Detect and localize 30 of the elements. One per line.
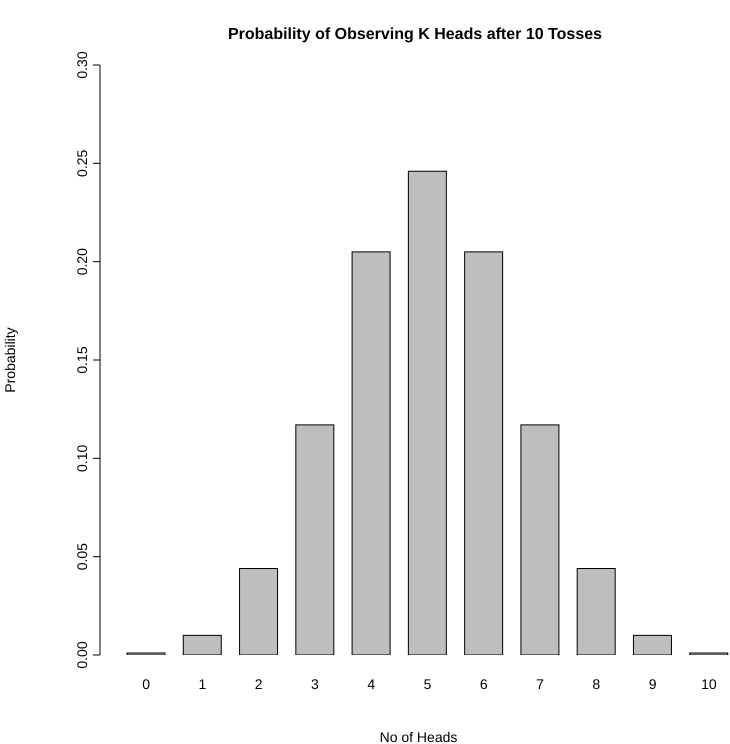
x-tick-label: 3 (311, 676, 320, 692)
y-tick-label: 0.05 (74, 542, 90, 570)
y-tick-label: 0.30 (74, 51, 90, 79)
bar (576, 568, 616, 655)
x-tick-label: 1 (198, 676, 207, 692)
x-tick-label: 6 (480, 676, 488, 692)
x-tick-label: 4 (367, 676, 376, 692)
x-tick-label: 8 (592, 676, 600, 692)
bar (295, 424, 334, 655)
x-tick-label: 10 (701, 676, 717, 692)
x-tick-label: 7 (536, 676, 544, 692)
x-tick-label: 2 (254, 676, 263, 692)
bar (520, 424, 560, 655)
y-tick-label: 0.15 (74, 346, 90, 374)
y-axis-title: Probability (2, 327, 18, 393)
bar (408, 170, 447, 655)
y-tick-label: 0.25 (74, 149, 90, 177)
y-tick-label: 0.20 (74, 248, 90, 276)
bar (352, 251, 391, 655)
x-axis-title: No of Heads (380, 729, 458, 744)
chart-title: Probability of Observing K Heads after 10 Tosses (226, 26, 604, 44)
x-tick-label: 0 (142, 676, 150, 692)
x-tick-label: 9 (648, 676, 657, 692)
bar (464, 251, 504, 655)
y-tick-label: 0.00 (74, 641, 90, 669)
bar (632, 634, 672, 655)
bar (239, 568, 278, 655)
y-tick-label: 0.10 (74, 444, 90, 472)
x-tick-label: 5 (424, 676, 432, 692)
bar (182, 634, 222, 655)
